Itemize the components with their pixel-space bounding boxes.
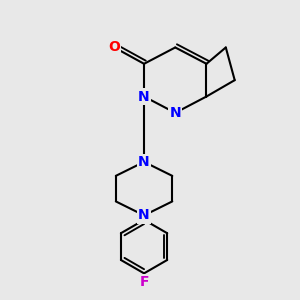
Text: O: O [108, 40, 120, 55]
Text: N: N [138, 155, 150, 169]
Text: F: F [139, 275, 149, 289]
Text: N: N [169, 106, 181, 120]
Text: N: N [138, 89, 150, 103]
Text: N: N [138, 208, 150, 222]
